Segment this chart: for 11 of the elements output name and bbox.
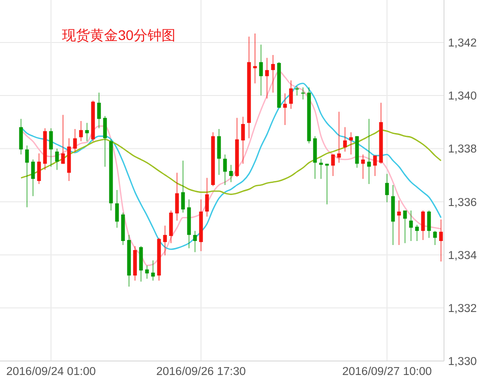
y-tick-label: 1,340 (448, 90, 477, 103)
x-tick-label: 2016/09/24 01:00 (6, 366, 96, 378)
y-tick-label: 1,338 (448, 144, 477, 156)
y-tick-label: 1,336 (448, 196, 477, 209)
text: 现货黄金30分钟图 (62, 27, 176, 43)
y-tick-label: 1,334 (448, 250, 478, 262)
y-tick-label: 1,330 (448, 356, 477, 368)
y-tick-label: 1,332 (448, 302, 477, 315)
x-tick-label: 2016/09/27 10:00 (342, 366, 432, 378)
x-tick-label: 2016/09/26 17:30 (156, 366, 246, 378)
y-tick-label: 1,342 (448, 37, 477, 50)
